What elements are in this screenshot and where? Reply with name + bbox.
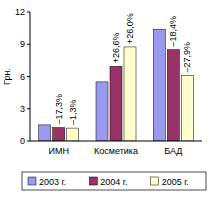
- annotation: –17,3%: [54, 94, 64, 125]
- x-tick-label: БАД: [164, 146, 182, 156]
- bar: [110, 66, 122, 141]
- bar: [153, 29, 165, 141]
- annotation: +26,0%: [125, 13, 135, 44]
- annotation: –27,9%: [182, 42, 192, 73]
- x-axis: [30, 141, 202, 142]
- legend-label: 2003 г.: [39, 177, 66, 187]
- bar: [39, 125, 51, 141]
- y-tick-label: 9: [20, 39, 25, 49]
- annotation: –18,4%: [168, 16, 178, 47]
- annotation: –1,3%: [68, 100, 78, 126]
- bar: [181, 75, 193, 141]
- legend-label: 2005 г.: [162, 177, 189, 187]
- bar: [96, 82, 108, 141]
- legend-label: 2004 г.: [100, 177, 127, 187]
- y-tick-label: 0: [20, 136, 25, 146]
- legend-swatch: [28, 177, 36, 185]
- y-tick-label: 3: [20, 104, 25, 114]
- bar: [67, 128, 79, 141]
- y-axis: [30, 12, 31, 141]
- chart-svg: Грн. 0 3 6 9 12 ИМН Косметика БАД –17,3% –1,3% +26,…: [0, 0, 210, 200]
- y-tick-label: 12: [15, 7, 25, 17]
- y-tick-label: 6: [20, 72, 25, 82]
- bar: [53, 128, 65, 141]
- y-axis-label: Грн.: [2, 68, 12, 85]
- x-tick-label: Косметика: [94, 146, 138, 156]
- x-tick-label: ИМН: [48, 146, 68, 156]
- legend-swatch: [89, 177, 97, 185]
- annotation: +26,6%: [111, 33, 121, 64]
- legend-box: [22, 172, 206, 190]
- legend-swatch: [151, 177, 159, 185]
- chart-container: Грн. 0 3 6 9 12 ИМН Косметика БАД –17,3% –1,3% +26,…: [0, 0, 210, 200]
- bar: [124, 47, 136, 141]
- bar: [167, 50, 179, 141]
